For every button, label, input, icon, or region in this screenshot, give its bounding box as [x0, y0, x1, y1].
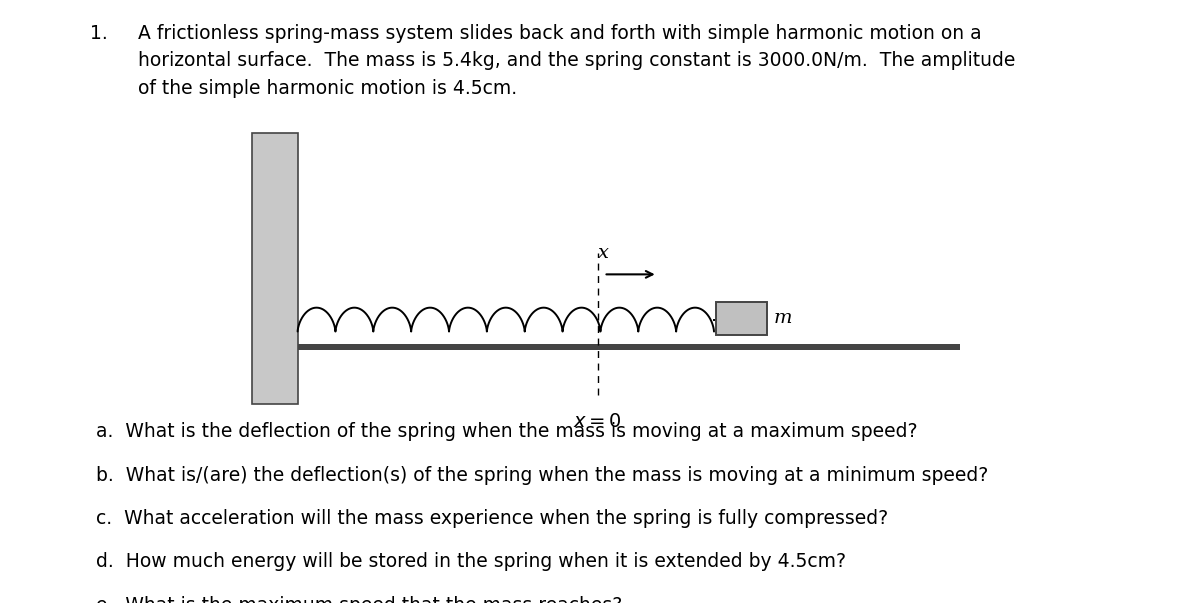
Text: a.  What is the deflection of the spring when the mass is moving at a maximum sp: a. What is the deflection of the spring …: [96, 422, 918, 441]
Bar: [298, 344, 960, 350]
Text: d.  How much energy will be stored in the spring when it is extended by 4.5cm?: d. How much energy will be stored in the…: [96, 552, 846, 572]
Text: e.  What is the maximum speed that the mass reaches?: e. What is the maximum speed that the ma…: [96, 596, 623, 603]
Text: $x = 0$: $x = 0$: [574, 413, 622, 431]
Text: x: x: [598, 244, 608, 262]
Bar: [252, 133, 298, 404]
Text: b.  What is/(are) the deflection(s) of the spring when the mass is moving at a m: b. What is/(are) the deflection(s) of th…: [96, 466, 989, 485]
Text: c.  What acceleration will the mass experience when the spring is fully compress: c. What acceleration will the mass exper…: [96, 509, 888, 528]
Bar: [716, 302, 767, 335]
Text: m: m: [774, 309, 792, 327]
Text: A frictionless spring-mass system slides back and forth with simple harmonic mot: A frictionless spring-mass system slides…: [138, 24, 1015, 98]
Text: 1.: 1.: [90, 24, 108, 43]
